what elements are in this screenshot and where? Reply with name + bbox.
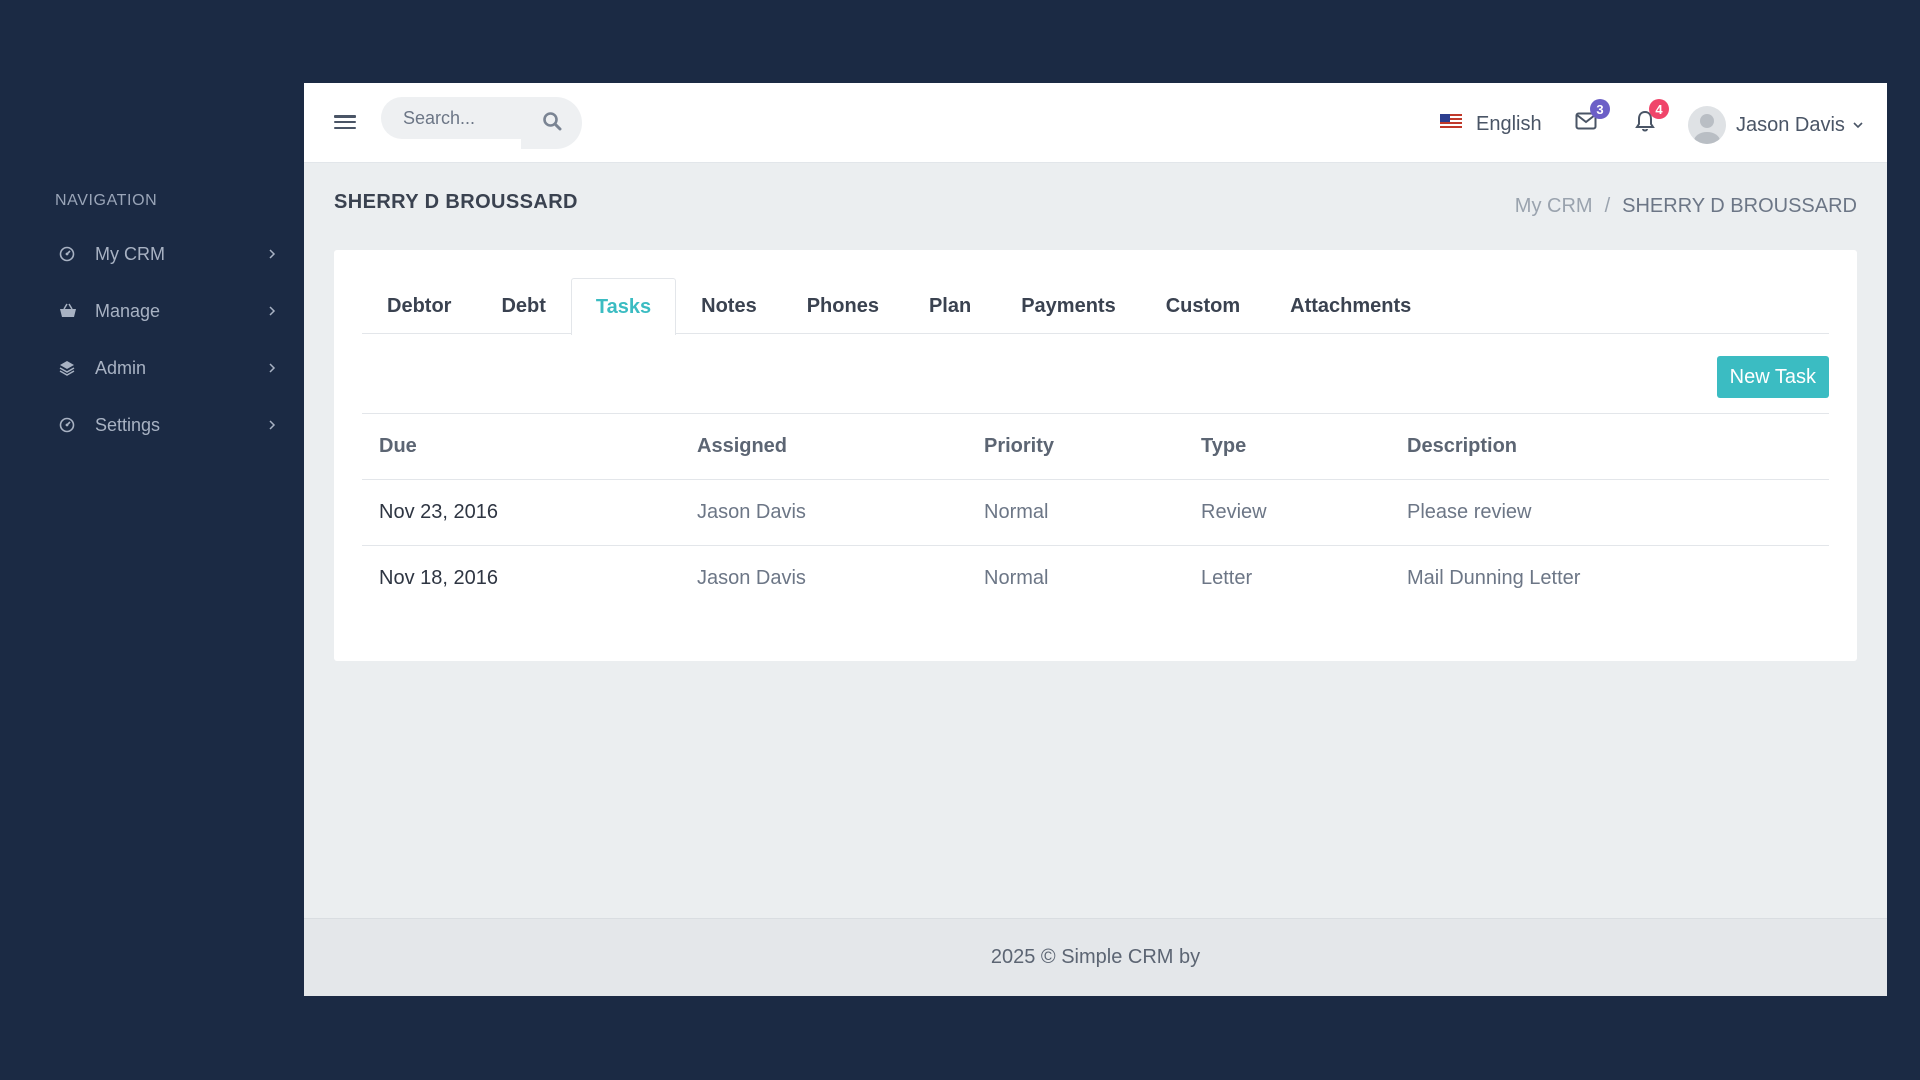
cell-description: Please review: [1407, 501, 1532, 523]
cell-description: Mail Dunning Letter: [1407, 567, 1581, 589]
dashboard-icon: [59, 417, 87, 433]
column-header-priority[interactable]: Priority: [984, 435, 1055, 457]
layers-icon: [59, 360, 87, 376]
cell-type: Review: [1201, 501, 1267, 523]
basket-icon: [59, 303, 87, 319]
cell-priority: Normal: [984, 567, 1049, 589]
chevron-right-icon: [264, 306, 280, 316]
language-selector[interactable]: English: [1440, 109, 1542, 139]
tasks-card: Debtor Debt Tasks Notes Phones Plan Paym…: [334, 250, 1857, 661]
sidebar-item-admin[interactable]: Admin: [55, 348, 280, 388]
tab-payments[interactable]: Payments: [1021, 295, 1116, 317]
menu-toggle-icon[interactable]: [334, 112, 356, 132]
tab-debt[interactable]: Debt: [501, 295, 546, 317]
column-header-type[interactable]: Type: [1201, 435, 1247, 457]
cell-assigned: Jason Davis: [697, 567, 806, 589]
sidebar-item-label: My CRM: [95, 243, 165, 264]
table-header-row: Due Assigned Priority Type Description: [362, 413, 1829, 479]
chevron-right-icon: [264, 420, 280, 430]
search-icon: [542, 111, 562, 136]
avatar: [1688, 106, 1726, 144]
user-name: Jason Davis: [1736, 113, 1845, 136]
tab-phones[interactable]: Phones: [806, 295, 879, 317]
main-panel: English 3 4 Jason Davis SHERRY D BROUSSA…: [304, 83, 1887, 996]
column-header-assigned[interactable]: Assigned: [697, 435, 788, 457]
messages-button[interactable]: 3: [1570, 99, 1610, 139]
cell-assigned: Jason Davis: [697, 501, 806, 523]
new-task-button[interactable]: New Task: [1716, 356, 1829, 398]
sidebar-item-label: Manage: [95, 300, 161, 321]
sidebar: NAVIGATION My CRM Manage Admin Settings: [0, 0, 303, 1080]
sidebar-item-settings[interactable]: Settings: [55, 405, 280, 445]
column-header-description[interactable]: Description: [1407, 435, 1518, 457]
notifications-button[interactable]: 4: [1629, 99, 1669, 139]
tab-plan[interactable]: Plan: [928, 295, 972, 317]
search-box: [381, 97, 582, 149]
dashboard-icon: [59, 246, 87, 262]
cell-priority: Normal: [984, 501, 1049, 523]
bell-icon: [1635, 110, 1655, 137]
column-header-due[interactable]: Due: [379, 435, 417, 457]
search-button[interactable]: [521, 97, 582, 149]
user-menu[interactable]: Jason Davis: [1688, 105, 1863, 145]
sidebar-item-manage[interactable]: Manage: [55, 291, 280, 331]
tab-notes[interactable]: Notes: [701, 295, 757, 317]
notifications-badge: 4: [1649, 99, 1669, 119]
cell-type: Letter: [1201, 567, 1253, 589]
breadcrumb-current: SHERRY D BROUSSARD: [1622, 195, 1857, 217]
cell-due: Nov 18, 2016: [379, 567, 498, 589]
chevron-down-icon: [1853, 121, 1863, 129]
sidebar-item-label: Settings: [95, 414, 161, 435]
tab-debtor[interactable]: Debtor: [387, 295, 452, 317]
table-row[interactable]: Nov 18, 2016 Jason Davis Normal Letter M…: [362, 545, 1829, 611]
topbar: English 3 4 Jason Davis: [304, 83, 1887, 163]
sidebar-item-my-crm[interactable]: My CRM: [55, 234, 280, 274]
tab-attachments[interactable]: Attachments: [1290, 295, 1412, 317]
tab-custom[interactable]: Custom: [1165, 295, 1241, 317]
breadcrumb-home[interactable]: My CRM: [1514, 195, 1593, 217]
tasks-table: Due Assigned Priority Type Description N…: [362, 413, 1829, 611]
tab-bar: Debtor Debt Tasks Notes Phones Plan Paym…: [362, 278, 1829, 335]
breadcrumb: My CRM / SHERRY D BROUSSARD: [1515, 195, 1857, 218]
chevron-right-icon: [264, 249, 280, 259]
nav-heading: NAVIGATION: [55, 192, 158, 209]
table-row[interactable]: Nov 23, 2016 Jason Davis Normal Review P…: [362, 479, 1829, 545]
us-flag-icon: [1440, 114, 1462, 134]
breadcrumb-separator: /: [1604, 195, 1611, 217]
mail-icon: [1575, 112, 1597, 135]
chevron-right-icon: [264, 363, 280, 373]
footer: 2025 © Simple CRM by: [304, 918, 1887, 996]
tab-tasks[interactable]: Tasks: [570, 278, 677, 335]
cell-due: Nov 23, 2016: [379, 501, 498, 523]
language-label: English: [1476, 112, 1542, 135]
page-title: SHERRY D BROUSSARD: [334, 191, 578, 213]
search-input[interactable]: [381, 97, 521, 139]
messages-badge: 3: [1590, 99, 1610, 119]
sidebar-item-label: Admin: [95, 357, 147, 378]
